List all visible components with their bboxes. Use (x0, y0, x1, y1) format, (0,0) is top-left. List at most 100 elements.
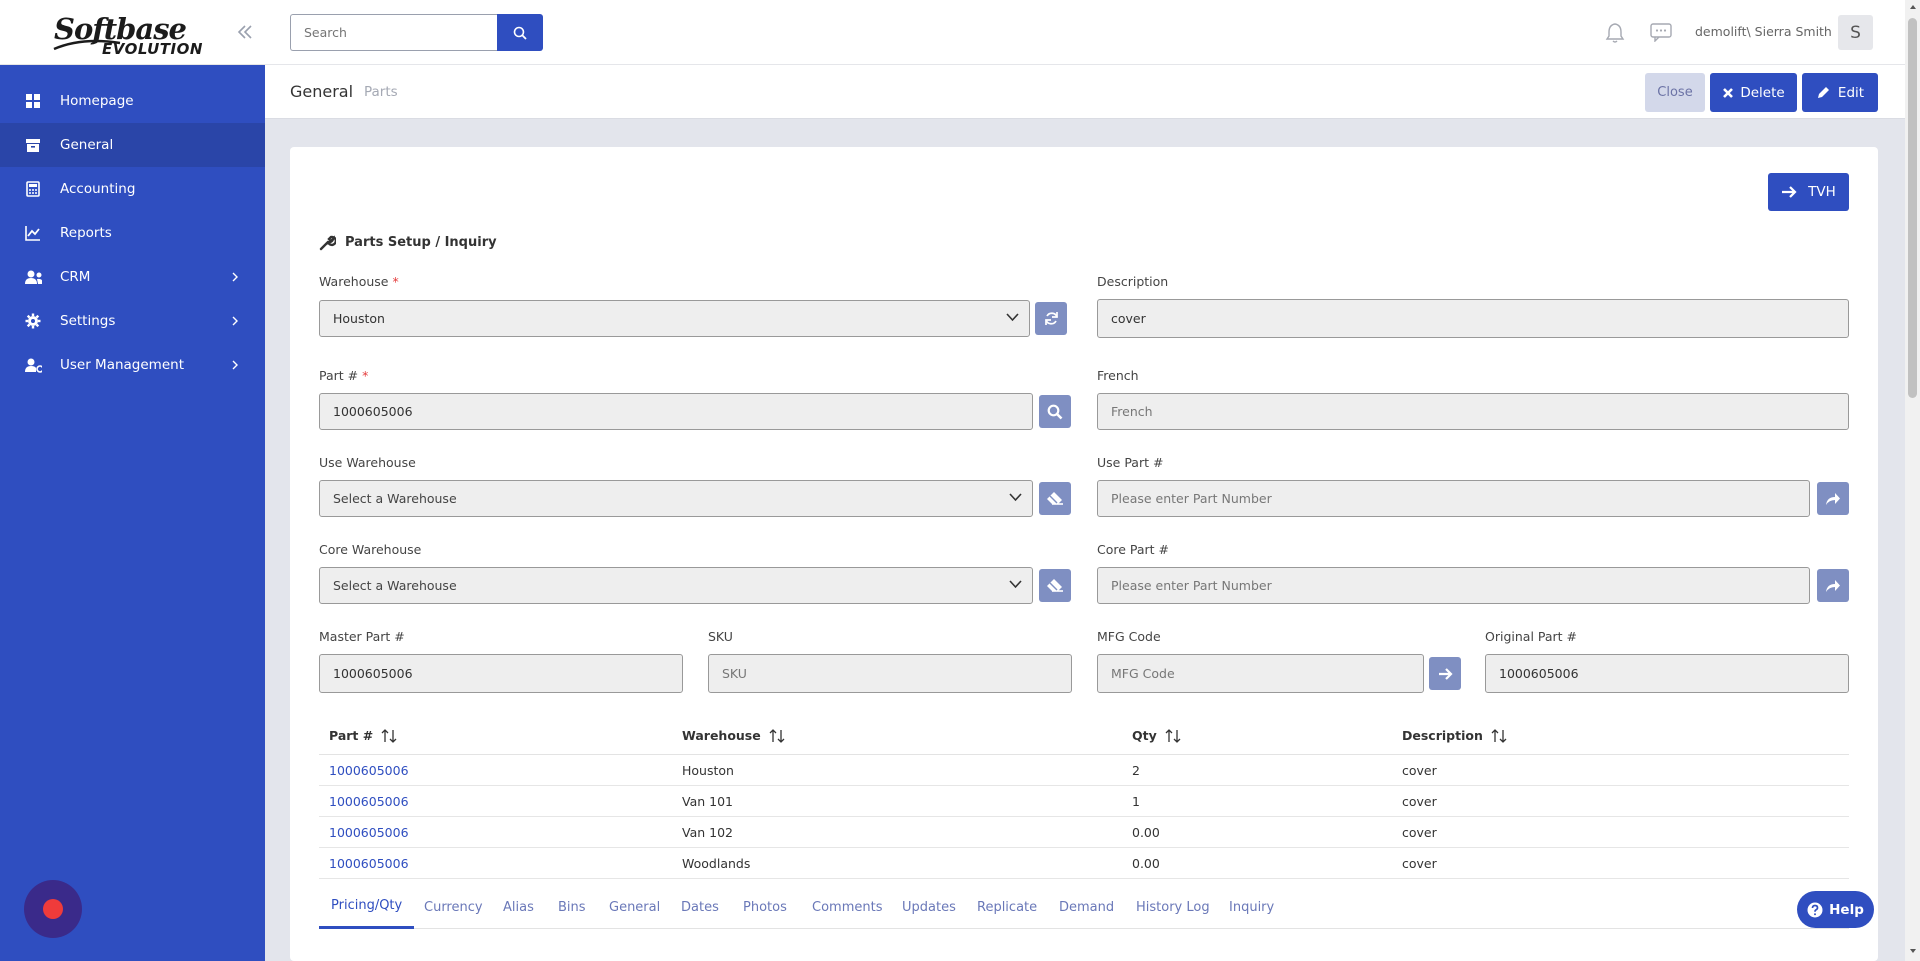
tab-currency[interactable]: Currency (424, 899, 483, 915)
breadcrumb-main: General (290, 82, 354, 101)
warehouse-label: Warehouse * (319, 274, 399, 289)
qty-cell: 0.00 (1132, 856, 1160, 871)
part-link[interactable]: 1000605006 (329, 825, 409, 840)
sidebar-item-reports[interactable]: Reports (0, 211, 265, 255)
scroll-thumb[interactable] (1908, 18, 1917, 398)
tab-alias[interactable]: Alias (503, 899, 534, 915)
tab-inquiry[interactable]: Inquiry (1229, 899, 1275, 915)
use-warehouse-select[interactable]: Select a Warehouse (319, 480, 1033, 517)
core-warehouse-placeholder: Select a Warehouse (333, 578, 457, 593)
chevron-down-icon (1006, 313, 1019, 322)
column-header-qty[interactable]: Qty (1132, 728, 1181, 743)
sidebar-item-label: User Management (60, 357, 184, 373)
username[interactable]: demolift\ Sierra Smith (1695, 24, 1832, 39)
chevron-down-icon (1009, 580, 1022, 589)
tab-updates[interactable]: Updates (902, 899, 956, 915)
logo-subtext: EVOLUTION (102, 40, 203, 58)
breadcrumb-sub[interactable]: Parts (364, 84, 398, 100)
tvh-button[interactable]: TVH (1768, 173, 1849, 211)
core-warehouse-select[interactable]: Select a Warehouse (319, 567, 1033, 604)
description-field[interactable]: cover (1097, 299, 1849, 338)
part-no-label: Part # * (319, 368, 369, 383)
tvh-button-label: TVH (1808, 184, 1836, 200)
tab-pricing-qty[interactable]: Pricing/Qty (319, 885, 415, 929)
edit-button[interactable]: Edit (1802, 73, 1878, 112)
help-button[interactable]: Help (1797, 891, 1874, 928)
use-part-go-button[interactable] (1817, 482, 1849, 515)
scroll-up-icon[interactable] (1909, 3, 1917, 11)
table-row[interactable]: 1000605006 Van 101 1 cover (319, 786, 1849, 817)
sidebar-item-label: Settings (60, 313, 116, 329)
core-warehouse-label: Core Warehouse (319, 542, 422, 557)
original-part-field[interactable]: 1000605006 (1485, 654, 1849, 693)
part-search-button[interactable] (1039, 395, 1071, 428)
tab-bins[interactable]: Bins (558, 899, 586, 915)
collapse-sidebar-icon[interactable] (236, 22, 254, 42)
page-scrollbar[interactable] (1905, 0, 1920, 961)
column-header-part[interactable]: Part # (329, 728, 397, 743)
sidebar-item-crm[interactable]: CRM (0, 255, 265, 299)
calculator-icon (24, 180, 42, 198)
warehouse-cell: Houston (682, 763, 734, 778)
grid-icon (24, 92, 42, 110)
part-link[interactable]: 1000605006 (329, 763, 409, 778)
core-part-field[interactable]: Please enter Part Number (1097, 567, 1810, 604)
bell-icon[interactable] (1605, 22, 1625, 44)
clear-use-warehouse-button[interactable] (1039, 482, 1071, 515)
refresh-button[interactable] (1035, 302, 1067, 335)
warehouse-cell: Van 101 (682, 794, 733, 809)
sidebar-item-settings[interactable]: Settings (0, 299, 265, 343)
help-button-label: Help (1829, 901, 1864, 918)
use-part-field[interactable]: Please enter Part Number (1097, 480, 1810, 517)
column-header-warehouse[interactable]: Warehouse (682, 728, 785, 743)
sidebar-item-homepage[interactable]: Homepage (0, 79, 265, 123)
sidebar-item-user-management[interactable]: User Management (0, 343, 265, 387)
main-card: TVH Parts Setup / Inquiry Warehouse * Ho… (290, 147, 1878, 961)
mfg-code-field[interactable]: MFG Code (1097, 654, 1424, 693)
tab-dates[interactable]: Dates (681, 899, 719, 915)
sidebar-item-accounting[interactable]: Accounting (0, 167, 265, 211)
search-icon (513, 26, 527, 40)
record-button[interactable] (24, 880, 82, 938)
qty-cell: 1 (1132, 794, 1140, 809)
master-part-field[interactable]: 1000605006 (319, 654, 683, 693)
tab-comments[interactable]: Comments (812, 899, 883, 915)
close-icon (1723, 87, 1734, 98)
part-link[interactable]: 1000605006 (329, 856, 409, 871)
core-part-label: Core Part # (1097, 542, 1170, 557)
tab-photos[interactable]: Photos (743, 899, 787, 915)
core-part-go-button[interactable] (1817, 569, 1849, 602)
close-button[interactable]: Close (1645, 73, 1705, 112)
french-field[interactable]: French (1097, 393, 1849, 430)
message-icon[interactable] (1650, 22, 1672, 42)
search-input[interactable] (290, 14, 497, 51)
warehouse-select[interactable]: Houston (319, 300, 1030, 337)
tab-demand[interactable]: Demand (1059, 899, 1115, 915)
gear-icon (24, 312, 42, 330)
tab-replicate[interactable]: Replicate (977, 899, 1038, 915)
table-row[interactable]: 1000605006 Woodlands 0.00 cover (319, 848, 1849, 879)
sidebar-item-general[interactable]: General (0, 123, 265, 167)
mfg-code-label: MFG Code (1097, 629, 1161, 644)
table-row[interactable]: 1000605006 Van 102 0.00 cover (319, 817, 1849, 848)
avatar[interactable]: S (1838, 15, 1873, 50)
clear-core-warehouse-button[interactable] (1039, 569, 1071, 602)
chevron-right-icon (232, 360, 238, 370)
tab-general[interactable]: General (609, 899, 661, 915)
topbar: demolift\ Sierra Smith S (265, 0, 1905, 65)
search-button[interactable] (497, 14, 543, 51)
sku-placeholder: SKU (722, 666, 747, 681)
table-row[interactable]: 1000605006 Houston 2 cover (319, 755, 1849, 786)
part-no-field[interactable]: 1000605006 (319, 393, 1033, 430)
scroll-down-icon[interactable] (1909, 947, 1917, 955)
mfg-code-go-button[interactable] (1429, 657, 1461, 690)
french-placeholder: French (1111, 404, 1153, 419)
french-label: French (1097, 368, 1139, 383)
column-header-description[interactable]: Description (1402, 728, 1507, 743)
tab-history-log[interactable]: History Log (1136, 899, 1210, 915)
delete-button[interactable]: Delete (1710, 73, 1797, 112)
part-link[interactable]: 1000605006 (329, 794, 409, 809)
sku-field[interactable]: SKU (708, 654, 1072, 693)
sidebar-item-label: Homepage (60, 93, 134, 109)
help-icon (1807, 902, 1823, 917)
